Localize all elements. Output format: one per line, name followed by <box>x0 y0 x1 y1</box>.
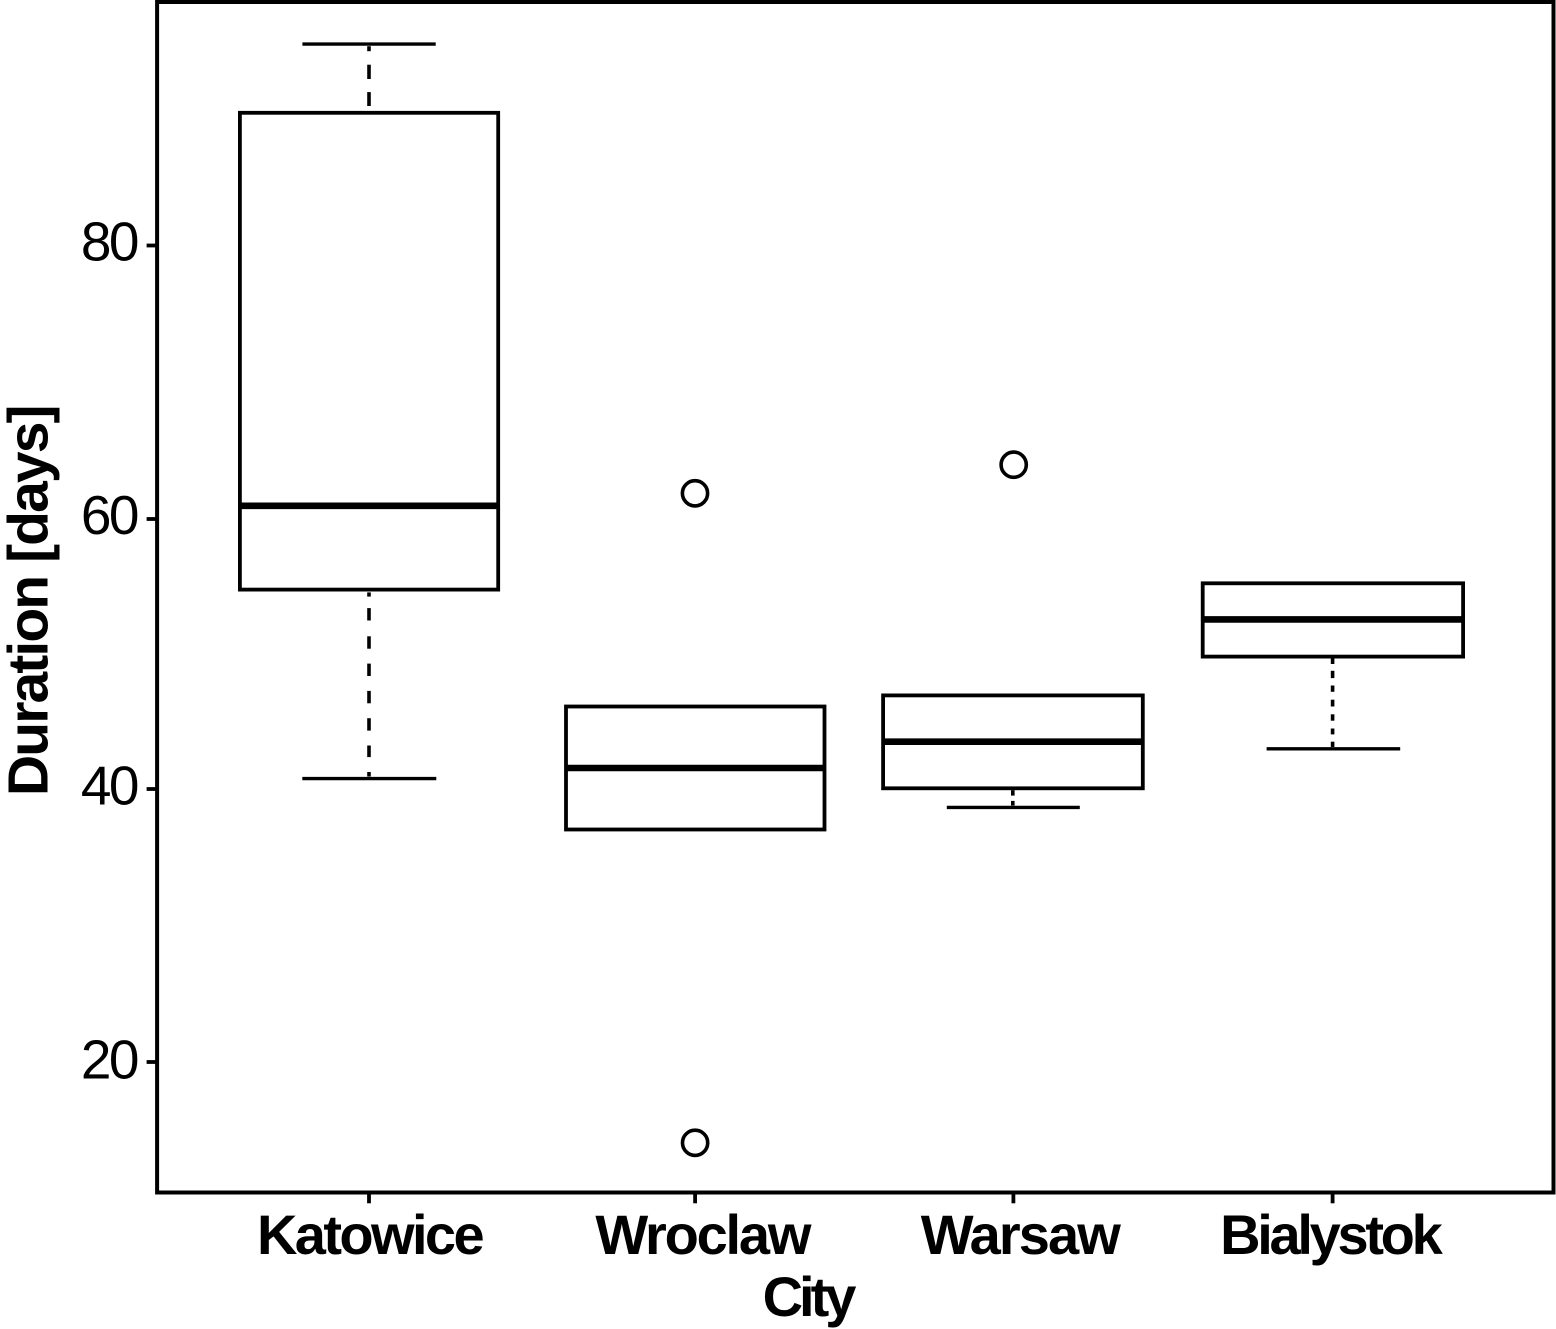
svg-text:Bialystok: Bialystok <box>1220 1203 1443 1266</box>
svg-text:80: 80 <box>81 210 138 272</box>
svg-text:40: 40 <box>81 755 138 817</box>
svg-text:60: 60 <box>81 484 138 546</box>
svg-text:Katowice: Katowice <box>257 1203 484 1266</box>
svg-text:Duration [days]: Duration [days] <box>0 406 61 796</box>
svg-text:Wroclaw: Wroclaw <box>595 1203 811 1266</box>
svg-text:City: City <box>763 1265 857 1328</box>
svg-text:20: 20 <box>81 1029 138 1091</box>
svg-text:Warsaw: Warsaw <box>921 1203 1122 1266</box>
